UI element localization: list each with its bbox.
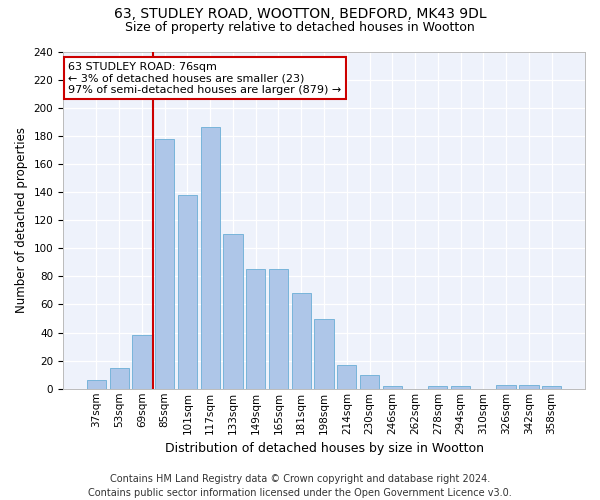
Bar: [542, 386, 561, 389]
Bar: [360, 374, 379, 389]
Bar: [178, 195, 197, 389]
Bar: [337, 365, 356, 389]
Text: 63, STUDLEY ROAD, WOOTTON, BEDFORD, MK43 9DL: 63, STUDLEY ROAD, WOOTTON, BEDFORD, MK43…: [113, 8, 487, 22]
X-axis label: Distribution of detached houses by size in Wootton: Distribution of detached houses by size …: [164, 442, 484, 455]
Bar: [383, 386, 402, 389]
Bar: [246, 270, 265, 389]
Bar: [269, 270, 288, 389]
Text: Size of property relative to detached houses in Wootton: Size of property relative to detached ho…: [125, 21, 475, 34]
Bar: [314, 318, 334, 389]
Bar: [87, 380, 106, 389]
Bar: [223, 234, 242, 389]
Text: Contains HM Land Registry data © Crown copyright and database right 2024.
Contai: Contains HM Land Registry data © Crown c…: [88, 474, 512, 498]
Bar: [292, 293, 311, 389]
Bar: [519, 384, 539, 389]
Bar: [200, 128, 220, 389]
Bar: [155, 138, 175, 389]
Bar: [451, 386, 470, 389]
Bar: [110, 368, 129, 389]
Y-axis label: Number of detached properties: Number of detached properties: [15, 127, 28, 313]
Bar: [132, 336, 152, 389]
Text: 63 STUDLEY ROAD: 76sqm
← 3% of detached houses are smaller (23)
97% of semi-deta: 63 STUDLEY ROAD: 76sqm ← 3% of detached …: [68, 62, 341, 95]
Bar: [428, 386, 448, 389]
Bar: [496, 384, 516, 389]
